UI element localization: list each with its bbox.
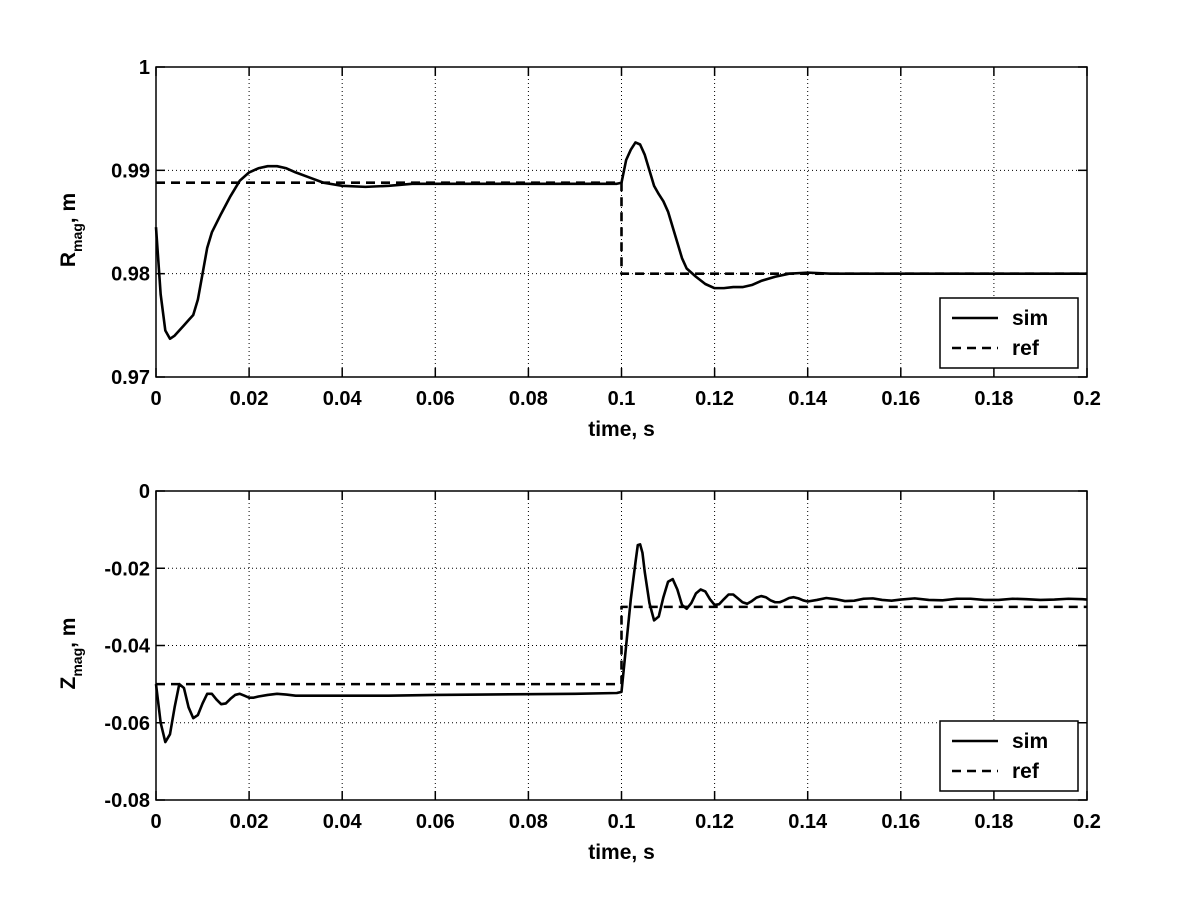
legend-box [939, 720, 1079, 792]
y-tick-label: 0.97 [111, 367, 150, 389]
x-tick-label: 0.06 [416, 811, 455, 833]
x-tick-label: 0.1 [608, 811, 636, 833]
x-tick-label: 0.08 [509, 811, 548, 833]
y-axis-label-unit: , m [57, 193, 80, 223]
x-tick-label: 0.16 [881, 388, 920, 410]
x-axis-label: time, s [588, 418, 655, 441]
y-axis-label-main: Z [57, 676, 80, 689]
x-tick-label: 0 [150, 388, 161, 410]
legend: sim ref [939, 297, 1079, 369]
x-tick-label: 0.06 [416, 388, 455, 410]
legend-label-sim: sim [1012, 307, 1048, 330]
plot-frame [155, 490, 1088, 801]
plot-frame [155, 66, 1088, 378]
series-line-ref [156, 181, 1087, 275]
x-tick-label: 0.14 [788, 811, 828, 833]
legend-label-ref: ref [1012, 760, 1040, 783]
legend-label-sim: sim [1012, 730, 1048, 753]
chart-1: 0 0.02 0.04 0.06 0.08 0.1 0.12 0.14 0.16 0.18 0.2 0… [57, 57, 1101, 441]
y-axis-label-main: R [57, 252, 80, 267]
x-tick-label: 0.18 [974, 388, 1013, 410]
x-tick-label: 0.2 [1073, 388, 1101, 410]
y-tick-label: -0.06 [104, 713, 150, 735]
x-tick-label: 0.08 [509, 388, 548, 410]
x-tick-label: 0.04 [323, 811, 363, 833]
y-axis-label-unit: , m [57, 618, 80, 648]
y-axis-label: Zmag, m [57, 618, 85, 690]
legend-box [939, 297, 1079, 369]
y-tick-label: -0.04 [104, 636, 150, 658]
x-tick-label: 0.02 [230, 811, 269, 833]
x-tick-label: 0.2 [1073, 811, 1101, 833]
x-tick-label: 0.12 [695, 811, 734, 833]
y-axis-label-sub: mag [69, 648, 85, 677]
y-tick-label: 0.98 [111, 264, 150, 286]
y-axis-label-sub: mag [69, 223, 85, 252]
y-tick-label: 0.99 [111, 160, 150, 182]
series-line-sim [154, 141, 1087, 341]
legend-label-ref: ref [1012, 337, 1040, 360]
y-tick-label: -0.08 [104, 790, 150, 812]
y-tick-label: 0 [139, 481, 150, 503]
x-tick-label: 0.02 [230, 388, 269, 410]
y-tick-label: 1 [139, 57, 150, 79]
x-tick-label: 0.16 [881, 811, 920, 833]
x-tick-label: 0.1 [608, 388, 636, 410]
series-line-ref [156, 605, 1087, 686]
legend: sim ref [939, 720, 1079, 792]
x-tick-label: 0 [150, 811, 161, 833]
chart-2: 0 0.02 0.04 0.06 0.08 0.1 0.12 0.14 0.16 0.18 0.2 -… [57, 481, 1101, 864]
x-tick-label: 0.14 [788, 388, 828, 410]
y-axis-label: Rmag, m [57, 193, 85, 267]
x-tick-label: 0.12 [695, 388, 734, 410]
x-tick-label: 0.04 [323, 388, 363, 410]
x-tick-label: 0.18 [974, 811, 1013, 833]
x-axis-label: time, s [588, 841, 655, 864]
y-tick-label: -0.02 [104, 558, 150, 580]
